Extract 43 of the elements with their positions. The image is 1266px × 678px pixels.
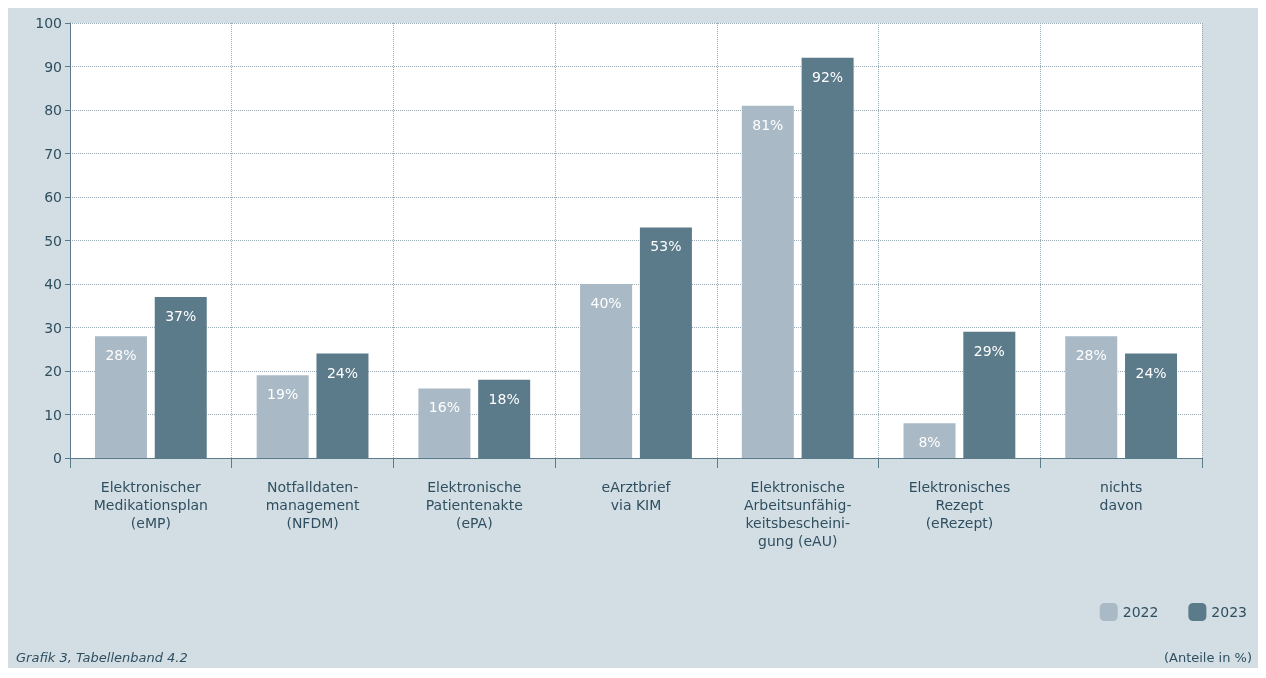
bar (1065, 336, 1118, 458)
bar (418, 388, 471, 458)
y-tick-label: 20 (44, 363, 62, 379)
y-tick-label: 100 (35, 15, 62, 31)
data-label: 40% (590, 295, 622, 311)
x-tick-label: Elektronisches Rezept (eRezept) (908, 479, 1011, 531)
bar (741, 105, 794, 458)
data-label: 24% (1135, 364, 1167, 381)
legend-label: 2023 (1211, 604, 1248, 620)
y-tick-label: 80 (44, 102, 62, 118)
data-label: 29% (973, 342, 1005, 359)
y-tick-label: 40 (44, 276, 62, 292)
legend-label: 2022 (1122, 604, 1159, 620)
x-tick-label: eArztbrief via KIM (601, 479, 672, 513)
data-label: 53% (650, 238, 682, 255)
data-label: 24% (326, 364, 359, 381)
bar (903, 423, 956, 458)
x-tick-label: Notfalldaten- management (NFDM) (265, 479, 360, 531)
data-label: 16% (428, 399, 460, 416)
bar (94, 336, 147, 458)
x-tick-label: Elektronische Arbeitsunfähig- keitsbescheini- gung (eAU) (743, 479, 852, 549)
y-tick-label: 0 (53, 450, 62, 466)
x-tick-label: Elektronischer Medikationsplan (eMP) (93, 479, 208, 531)
data-label: 37% (165, 308, 197, 325)
y-tick-label: 90 (44, 58, 62, 75)
y-tick-label: 10 (44, 406, 62, 423)
data-label: 28% (1075, 347, 1107, 364)
bar (256, 375, 309, 458)
text: (Anteile in %) (1163, 650, 1252, 665)
y-tick-label: 70 (44, 145, 62, 162)
data-label: 81% (752, 116, 784, 133)
data-label: 92% (812, 68, 844, 85)
data-label: 28% (105, 347, 137, 364)
x-tick-label: nichts davon (1099, 479, 1143, 513)
y-tick-label: 60 (44, 189, 62, 205)
bar (580, 284, 633, 458)
y-tick-label: 30 (44, 319, 62, 336)
data-label: 18% (488, 390, 520, 407)
text: Grafik 3, Tabellenband 4.2 (16, 650, 188, 665)
data-label: 8% (918, 434, 941, 451)
y-tick-label: 50 (44, 232, 62, 249)
data-label: 19% (267, 386, 299, 403)
x-tick-label: Elektronische Patientenakte (ePA) (425, 479, 523, 531)
